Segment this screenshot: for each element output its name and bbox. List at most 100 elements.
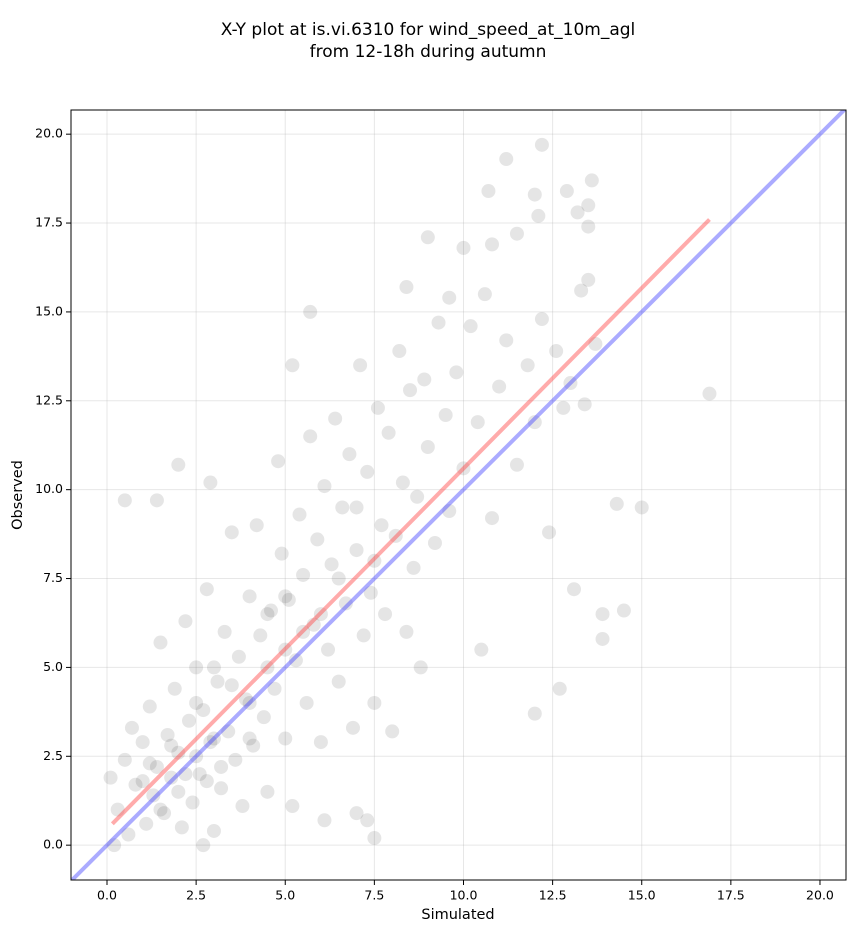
- point: [317, 479, 332, 494]
- point: [164, 770, 179, 785]
- fit-line: [110, 218, 711, 826]
- point: [335, 500, 350, 515]
- point: [542, 525, 557, 540]
- point: [702, 386, 717, 401]
- point: [534, 312, 549, 327]
- y-tick-label: 12.5: [35, 392, 63, 407]
- point: [178, 614, 193, 629]
- point: [313, 607, 328, 622]
- plot-frame: [70, 109, 847, 881]
- point: [403, 383, 418, 398]
- point: [527, 415, 542, 430]
- point: [117, 752, 132, 767]
- point: [203, 475, 218, 490]
- point: [214, 759, 229, 774]
- point: [303, 304, 318, 319]
- point: [559, 184, 574, 199]
- point: [171, 745, 186, 760]
- point: [581, 198, 596, 213]
- point: [420, 230, 435, 245]
- y-tick-label: 20.0: [35, 126, 63, 141]
- point: [574, 283, 589, 298]
- point: [203, 735, 218, 750]
- point: [499, 152, 514, 167]
- point: [153, 635, 168, 650]
- point: [356, 628, 371, 643]
- point: [174, 820, 189, 835]
- point: [331, 571, 346, 586]
- point: [392, 344, 407, 359]
- point: [149, 493, 164, 508]
- point: [235, 799, 250, 814]
- point: [142, 699, 157, 714]
- y-tick-label: 0.0: [43, 837, 63, 852]
- chart-title: X-Y plot at is.vi.6310 for wind_speed_at…: [221, 20, 636, 40]
- point: [567, 582, 582, 597]
- y-tick-label: 5.0: [43, 659, 63, 674]
- point: [206, 731, 221, 746]
- point: [164, 738, 179, 753]
- point: [310, 532, 325, 547]
- point: [399, 624, 414, 639]
- point: [581, 272, 596, 287]
- point: [206, 660, 221, 675]
- point: [157, 806, 172, 821]
- point: [481, 184, 496, 199]
- point: [534, 137, 549, 152]
- point: [456, 240, 471, 255]
- point: [139, 816, 154, 831]
- point: [381, 425, 396, 440]
- point: [427, 535, 442, 550]
- point: [588, 336, 603, 351]
- point: [192, 767, 207, 782]
- point: [395, 475, 410, 490]
- point: [296, 567, 311, 582]
- point: [378, 607, 393, 622]
- grid: [71, 110, 846, 880]
- point: [292, 507, 307, 522]
- point: [199, 582, 214, 597]
- point: [146, 788, 161, 803]
- point: [406, 560, 421, 575]
- point: [306, 617, 321, 632]
- point: [328, 411, 343, 426]
- point: [531, 208, 546, 223]
- point: [185, 795, 200, 810]
- point: [552, 681, 567, 696]
- point: [463, 319, 478, 334]
- point: [581, 219, 596, 234]
- points: [103, 137, 717, 853]
- point: [285, 799, 300, 814]
- point: [303, 429, 318, 444]
- point: [345, 720, 360, 735]
- point: [577, 397, 592, 412]
- point: [224, 525, 239, 540]
- point: [388, 528, 403, 543]
- y-tick-label: 17.5: [35, 215, 63, 230]
- point: [256, 710, 271, 725]
- point: [296, 624, 311, 639]
- point: [171, 784, 186, 799]
- point: [527, 187, 542, 202]
- point: [214, 781, 229, 796]
- point: [107, 838, 122, 853]
- point: [278, 589, 293, 604]
- point: [242, 731, 257, 746]
- point: [509, 226, 524, 241]
- point: [374, 518, 389, 533]
- point: [317, 813, 332, 828]
- chart-title: from 12-18h during autumn: [310, 42, 547, 62]
- point: [153, 802, 168, 817]
- point: [271, 454, 286, 469]
- x-tick-label: 2.5: [186, 888, 206, 903]
- point: [285, 358, 300, 373]
- point: [281, 592, 296, 607]
- x-axis-label: Simulated: [421, 907, 494, 923]
- point: [634, 500, 649, 515]
- point: [449, 365, 464, 380]
- point: [267, 681, 282, 696]
- point: [349, 806, 364, 821]
- point: [142, 756, 157, 771]
- point: [563, 376, 578, 391]
